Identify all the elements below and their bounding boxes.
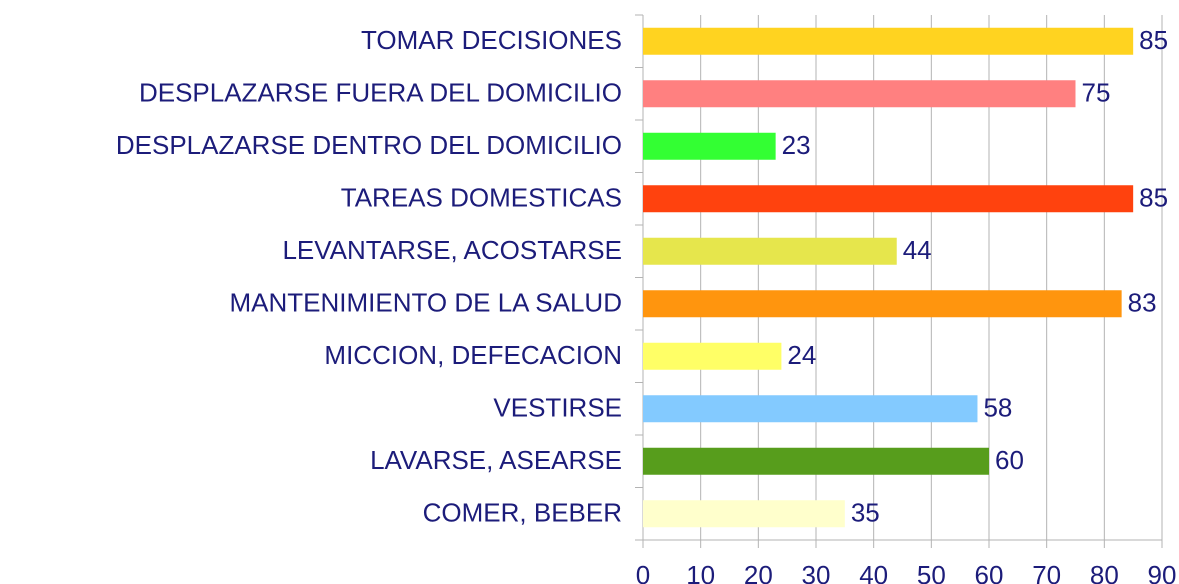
value-label: 85 [1139, 183, 1168, 213]
y-tick-label: MICCION, DEFECACION [324, 340, 622, 370]
value-label: 35 [851, 498, 880, 528]
value-label: 60 [995, 445, 1024, 475]
x-tick-label: 50 [917, 560, 946, 584]
y-tick-label: LAVARSE, ASEARSE [370, 445, 622, 475]
y-tick-label: DESPLAZARSE DENTRO DEL DOMICILIO [116, 130, 622, 160]
x-tick-label: 30 [802, 560, 831, 584]
value-label: 83 [1128, 288, 1157, 318]
x-tick-label: 80 [1090, 560, 1119, 584]
bar [643, 447, 989, 475]
value-label: 24 [787, 340, 816, 370]
value-label: 85 [1139, 25, 1168, 55]
x-tick-label: 0 [636, 560, 650, 584]
y-tick-label: MANTENIMIENTO DE LA SALUD [230, 288, 623, 318]
y-tick-label: TOMAR DECISIONES [361, 25, 622, 55]
bar [643, 342, 782, 370]
x-tick-label: 40 [859, 560, 888, 584]
y-tick-label: LEVANTARSE, ACOSTARSE [282, 235, 622, 265]
x-tick-label: 10 [686, 560, 715, 584]
value-label: 58 [983, 393, 1012, 423]
bar [643, 132, 776, 160]
bar [643, 27, 1134, 55]
bar [643, 500, 845, 528]
value-label: 44 [903, 235, 932, 265]
bar [643, 395, 978, 423]
bar [643, 185, 1134, 213]
bar [643, 237, 897, 265]
y-tick-label: COMER, BEBER [423, 498, 622, 528]
bar [643, 80, 1076, 108]
value-label: 23 [782, 130, 811, 160]
value-label: 75 [1082, 78, 1111, 108]
y-tick-label: VESTIRSE [493, 393, 622, 423]
x-tick-label: 20 [744, 560, 773, 584]
y-tick-label: DESPLAZARSE FUERA DEL DOMICILIO [139, 78, 622, 108]
y-tick-label: TAREAS DOMESTICAS [341, 183, 622, 213]
x-tick-label: 70 [1032, 560, 1061, 584]
bar [643, 290, 1122, 318]
x-tick-label: 60 [975, 560, 1004, 584]
x-tick-label: 90 [1148, 560, 1177, 584]
